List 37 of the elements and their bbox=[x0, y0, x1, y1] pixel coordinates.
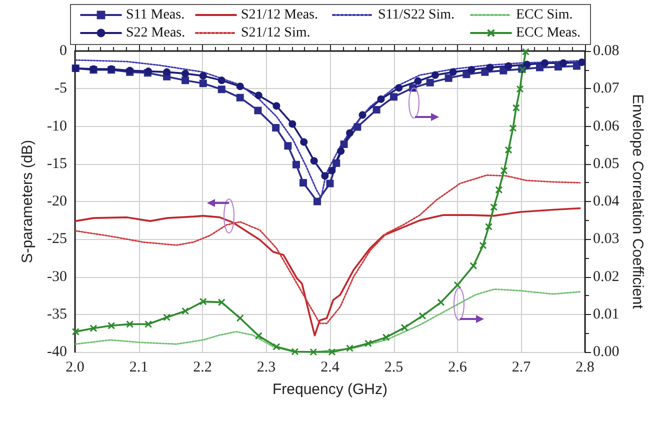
y2-tick-label: 0.01 bbox=[593, 306, 620, 322]
y2-tick-label: 0.08 bbox=[593, 43, 620, 59]
x-tick-label: 2.7 bbox=[512, 360, 532, 376]
legend-label: S11/S22 Sim. bbox=[378, 8, 455, 22]
x-tick-label: 2.3 bbox=[256, 360, 276, 376]
y2-axis-title: Envelope Correlation Coefficient bbox=[629, 94, 646, 310]
x-tick-label: 2.0 bbox=[66, 360, 84, 376]
y-tick-label: 0 bbox=[60, 43, 67, 59]
y-tick-label: -30 bbox=[47, 268, 67, 285]
y-tick-label: -5 bbox=[54, 80, 67, 97]
y-tick-label: -10 bbox=[47, 118, 67, 134]
y2-tick-label: 0.05 bbox=[593, 156, 620, 172]
legend-label: S21/12 Meas. bbox=[241, 8, 318, 22]
x-tick-label: 2.6 bbox=[448, 360, 468, 376]
legend-label: S21/12 Sim. bbox=[241, 26, 310, 40]
legend-label: ECC Meas. bbox=[516, 26, 581, 40]
y2-tick-label: 0.04 bbox=[593, 194, 620, 210]
x-tick-label: 2.5 bbox=[384, 360, 404, 376]
legend-label: S22 Meas. bbox=[126, 26, 186, 40]
y-tick-label: -15 bbox=[47, 156, 67, 172]
x-tick-label: 2.8 bbox=[576, 360, 594, 376]
legend-label: ECC Sim. bbox=[516, 8, 573, 22]
y2-tick-label: 0.07 bbox=[593, 80, 620, 97]
x-axis-title: Frequency (GHz) bbox=[272, 381, 388, 398]
y2-tick-label: 0.02 bbox=[593, 268, 620, 285]
y2-tick-label: 0.03 bbox=[593, 231, 620, 248]
x-tick-label: 2.1 bbox=[129, 360, 148, 376]
legend-label: S11 Meas. bbox=[126, 8, 185, 22]
x-tick-label: 2.2 bbox=[193, 360, 212, 376]
y2-tick-label: 0.06 bbox=[593, 118, 620, 134]
y-tick-label: -25 bbox=[47, 231, 67, 248]
y2-tick-label: 0.00 bbox=[593, 344, 620, 360]
y-tick-label: -35 bbox=[47, 306, 67, 322]
x-tick-label: 2.4 bbox=[320, 360, 340, 376]
y-axis-title: S-parameters (dB) bbox=[19, 140, 36, 264]
y-tick-label: -40 bbox=[47, 344, 67, 360]
y-tick-label: -20 bbox=[47, 194, 67, 210]
